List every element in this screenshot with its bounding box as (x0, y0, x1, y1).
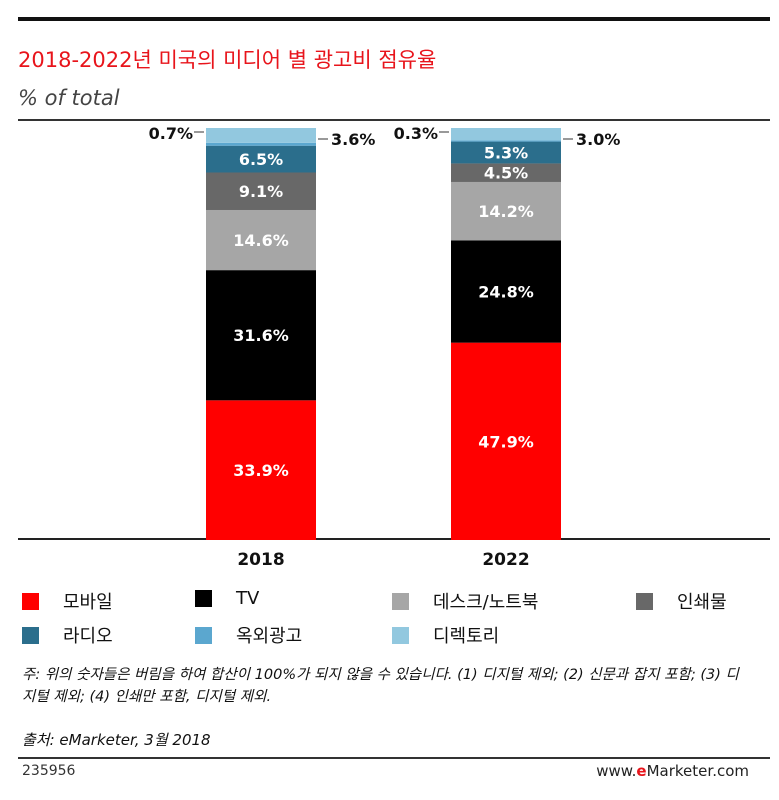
top-rule (18, 17, 770, 21)
bar-segment-2022-1 (451, 240, 561, 343)
data-label-directory-2018: 3.6% (331, 130, 375, 149)
legend-label: 모바일 (63, 592, 113, 613)
stacked-bar-chart: 33.9% 31.6% 14.6% 9.1% 6.5% 0.7% 3.6% 2018 47.9%… (18, 119, 770, 570)
bar-segment-2022-4 (451, 141, 561, 164)
data-label-2018-2: 14.6% (233, 231, 289, 250)
legend-item-mobile: 모바일 (22, 588, 113, 614)
bar-segment-2022-5 (451, 140, 561, 142)
site-prefix: www. (596, 762, 637, 780)
data-label-2022-3: 4.5% (484, 164, 528, 183)
data-label-2018-1: 31.6% (233, 326, 289, 345)
legend-item-directory: 디렉토리 (392, 622, 499, 648)
site-link[interactable]: www.eMarketer.com (596, 762, 749, 780)
bar-segment-2018-6 (206, 128, 316, 143)
data-label-outdoor-2022: 0.3% (394, 124, 438, 143)
data-label-2022-1: 24.8% (478, 283, 534, 302)
footnote: 주: 위의 숫자들은 버림을 하여 합산이 100%가 되지 않을 수 있습니다… (22, 667, 739, 705)
legend-swatch (22, 592, 39, 610)
legend-item-print: 인쇄물 (636, 588, 727, 614)
data-label-2018-4: 6.5% (239, 150, 283, 169)
legend-item-radio: 라디오 (22, 622, 113, 648)
bar-segment-2018-0 (206, 400, 316, 540)
legend-item-desktop: 데스크/노트북 (392, 588, 538, 614)
legend-swatch (22, 626, 39, 644)
bar-segment-2018-2 (206, 209, 316, 271)
legend-swatch (636, 592, 653, 610)
chart-title: 2018-2022년 미국의 미디어 별 광고비 점유율 (18, 48, 437, 72)
legend-label: 디렉토리 (433, 626, 500, 647)
data-label-2022-2: 14.2% (478, 202, 534, 221)
legend-swatch (392, 626, 409, 644)
data-label-2022-4: 5.3% (484, 144, 528, 163)
legend-item-tv: TV (195, 588, 259, 609)
legend-label: TV (236, 588, 260, 609)
legend-swatch (392, 592, 409, 610)
bar-segment-2018-4 (206, 145, 316, 173)
chart-subtitle: % of total (18, 86, 120, 110)
x-tick-label-2022: 2022 (482, 550, 529, 570)
data-label-2018-0: 33.9% (233, 461, 289, 480)
bar-segment-2018-5 (206, 142, 316, 146)
bar-segment-2018-3 (206, 172, 316, 210)
legend-label: 옥외광고 (236, 626, 303, 647)
legend-label: 데스크/노트북 (433, 592, 539, 613)
data-label-outdoor-2018: 0.7% (149, 124, 193, 143)
legend-swatch (195, 626, 212, 644)
legend-swatch (195, 590, 212, 607)
data-label-2018-3: 9.1% (239, 182, 283, 201)
data-label-directory-2022: 3.0% (576, 130, 620, 149)
footer-rule (18, 757, 770, 759)
legend-label: 라디오 (63, 626, 113, 647)
site-rest: Marketer.com (646, 762, 749, 780)
data-label-2022-0: 47.9% (478, 432, 534, 451)
bar-segment-2018-1 (206, 270, 316, 401)
site-brand-e: e (636, 762, 647, 780)
bar-segment-2022-3 (451, 163, 561, 182)
source-text: 출처: eMarketer, 3월 2018 (22, 731, 211, 749)
x-tick-label-2018: 2018 (237, 550, 284, 570)
bar-segment-2022-2 (451, 181, 561, 241)
bar-segment-2022-0 (451, 342, 561, 540)
legend-item-outdoor: 옥외광고 (195, 622, 302, 648)
bar-segment-2022-6 (451, 128, 561, 141)
legend-label: 인쇄물 (677, 592, 727, 613)
chart-id: 235956 (22, 763, 76, 779)
